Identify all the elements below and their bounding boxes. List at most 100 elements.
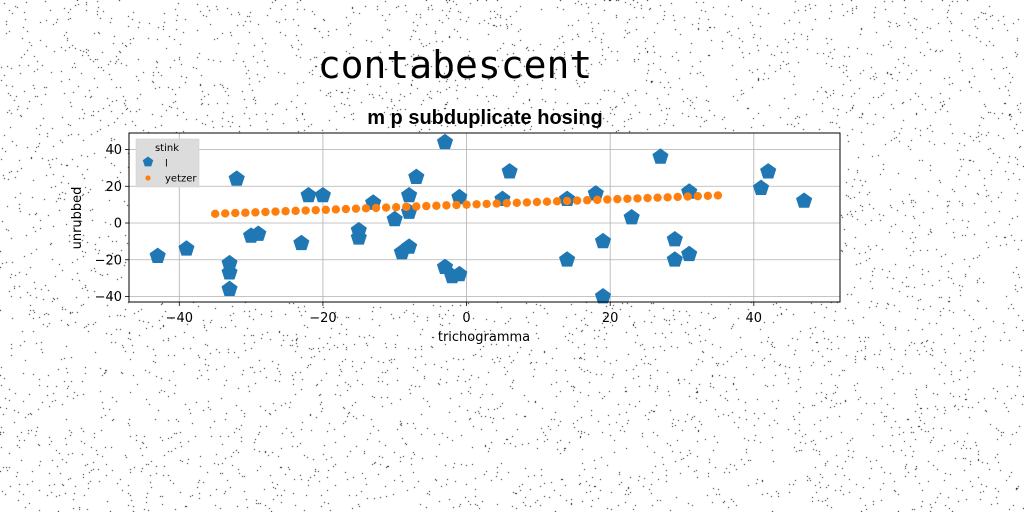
data-point-circle (331, 205, 341, 214)
data-point-pentagon (681, 245, 698, 262)
data-point-circle (542, 197, 552, 206)
data-point-pentagon (451, 188, 468, 205)
y-tick-label: 0 (114, 217, 122, 232)
data-point-circle (532, 197, 542, 207)
data-point-circle (341, 204, 351, 214)
y-axis-label: unrubbed (70, 187, 85, 250)
data-point-circle (251, 208, 260, 217)
data-point-pentagon (666, 251, 683, 267)
data-point-pentagon (149, 247, 166, 263)
data-point-pentagon (228, 170, 245, 186)
data-point-circle (412, 202, 421, 211)
data-point-circle (462, 200, 471, 209)
data-point-pentagon (796, 192, 813, 208)
data-point-circle (713, 191, 723, 200)
data-point-circle (492, 199, 501, 208)
data-point-circle (633, 194, 642, 203)
data-point-circle (371, 203, 381, 213)
x-tick-label: 0 (462, 311, 470, 326)
data-point-circle (261, 207, 270, 217)
data-point-circle (673, 192, 682, 202)
data-point-pentagon (501, 163, 518, 179)
data-point-circle (241, 208, 250, 217)
data-point-circle (603, 195, 612, 204)
data-point-circle (703, 191, 713, 201)
data-point-circle (653, 193, 662, 202)
data-point-pentagon (386, 210, 403, 227)
data-point-circle (643, 193, 652, 203)
grid-lines (129, 133, 840, 302)
legend-title: stink (155, 143, 179, 154)
data-point-pentagon (594, 288, 612, 304)
data-point-pentagon (408, 168, 425, 184)
data-point-circle (522, 198, 532, 207)
data-point-circle (361, 204, 371, 213)
data-point-circle (613, 194, 622, 204)
data-point-pentagon (559, 251, 576, 267)
data-point-pentagon (178, 240, 195, 256)
data-point-pentagon (293, 234, 310, 251)
data-point-pentagon (451, 265, 468, 282)
plot-frame (128, 132, 841, 303)
x-tick-label: −20 (309, 311, 336, 326)
data-point-pentagon (221, 280, 238, 296)
x-tick-label: −40 (166, 311, 193, 326)
data-point-circle (663, 193, 672, 202)
data-point-pentagon (401, 238, 418, 254)
data-point-circle (683, 192, 692, 201)
data-point-circle (271, 207, 280, 216)
data-point-pentagon (314, 187, 331, 203)
x-tick-label: 40 (746, 311, 763, 326)
legend: stink l yetzer (135, 138, 200, 188)
data-point-circle (311, 205, 320, 215)
data-point-circle (583, 196, 592, 205)
data-point-pentagon (666, 231, 683, 247)
data-point-pentagon (221, 264, 238, 280)
legend-marker-circle (145, 175, 151, 181)
legend-label: l (165, 159, 168, 170)
data-point-circle (482, 199, 491, 209)
data-point-circle (593, 195, 602, 205)
data-point-circle (572, 196, 582, 205)
data-point-pentagon (760, 163, 777, 179)
plot-area (129, 133, 840, 302)
data-point-circle (623, 194, 632, 203)
data-point-circle (552, 197, 562, 206)
data-point-circle (472, 200, 481, 209)
x-tick-label: 20 (602, 311, 619, 326)
data-point-pentagon (350, 229, 367, 245)
data-point-circle (281, 207, 290, 216)
data-point-pentagon (436, 133, 454, 150)
data-point-circle (301, 206, 310, 215)
data-point-circle (452, 200, 461, 210)
data-point-circle (321, 205, 330, 214)
data-point-circle (402, 202, 411, 212)
data-point-circle (422, 201, 431, 211)
data-point-circle (381, 203, 391, 212)
series-2 (210, 191, 723, 219)
legend-label: yetzer (165, 174, 197, 185)
data-point-pentagon (401, 187, 418, 203)
data-point-circle (210, 209, 220, 219)
y-tick-label: −20 (95, 253, 122, 268)
y-tick-label: −40 (95, 290, 122, 305)
data-point-circle (562, 196, 572, 206)
data-point-circle (351, 204, 361, 213)
data-point-circle (231, 208, 240, 218)
data-point-circle (432, 201, 441, 210)
figure-suptitle: contabescent (318, 43, 593, 87)
y-tick-label: 40 (105, 143, 122, 158)
data-point-circle (391, 203, 401, 212)
data-point-circle (442, 201, 451, 210)
legend-items: l yetzer (142, 156, 197, 185)
data-point-circle (693, 191, 702, 201)
x-axis-label: trichogramma (438, 330, 530, 345)
data-point-pentagon (250, 225, 267, 241)
chart-title: m p subduplicate hosing (367, 107, 603, 129)
data-point-pentagon (221, 254, 238, 271)
data-point-circle (512, 198, 522, 208)
series-1 (149, 133, 813, 304)
data-series (149, 133, 813, 304)
data-point-pentagon (623, 209, 640, 225)
